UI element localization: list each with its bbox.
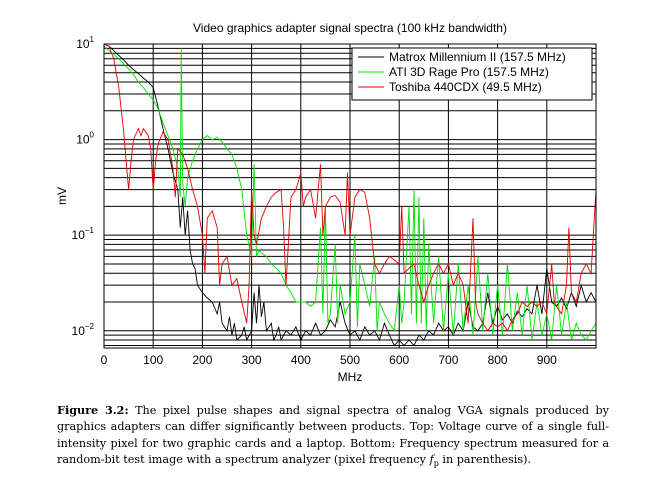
x-tick-labels: 0 100 200 300 400 500 600 700 800 900 [101, 353, 557, 367]
legend: Matrox Millennium II (157.5 MHz)ATI 3D R… [351, 47, 593, 101]
y-tick-label: 10−2 [72, 322, 95, 338]
caption-subscript: p [433, 459, 439, 469]
x-tick-label: 0 [101, 353, 108, 367]
x-tick-label: 300 [242, 353, 262, 367]
x-axis-label: MHz [338, 370, 363, 384]
x-tick-label: 200 [192, 353, 212, 367]
legend-entry: ATI 3D Rage Pro (157.5 MHz) [389, 65, 549, 79]
x-tick-label: 600 [389, 353, 409, 367]
x-tick-label: 500 [340, 353, 360, 367]
caption-text: The pixel pulse shapes and signal spectr… [57, 404, 610, 467]
x-tick-label: 400 [291, 353, 311, 367]
plot-frame [103, 43, 597, 349]
legend-box [351, 47, 593, 101]
caption-text-end: in parenthesis). [438, 453, 532, 467]
legend-entry: Matrox Millennium II (157.5 MHz) [389, 50, 566, 64]
caption-symbol: f [429, 453, 434, 467]
x-tick-label: 900 [537, 353, 557, 367]
x-tick-label: 100 [143, 353, 163, 367]
figure-caption: Figure 3.2: The pixel pulse shapes and s… [57, 402, 609, 473]
chart-title: Video graphics adapter signal spectra (1… [193, 21, 507, 35]
y-axis-label: mV [55, 187, 69, 205]
series-group [104, 44, 596, 347]
x-tick-label: 700 [438, 353, 458, 367]
y-tick-label: 101 [76, 35, 94, 51]
series-line-2 [104, 44, 596, 332]
x-tick-label: 800 [488, 353, 508, 367]
y-tick-label: 100 [76, 131, 94, 147]
legend-entry: Toshiba 440CDX (49.5 MHz) [389, 80, 542, 94]
caption-label: Figure 3.2: [57, 403, 129, 417]
y-tick-labels: 101 100 10−1 10−2 [72, 35, 95, 338]
spectra-chart: Video graphics adapter signal spectra (1… [55, 21, 597, 384]
series-line-1 [104, 45, 596, 341]
y-tick-label: 10−1 [72, 226, 95, 242]
